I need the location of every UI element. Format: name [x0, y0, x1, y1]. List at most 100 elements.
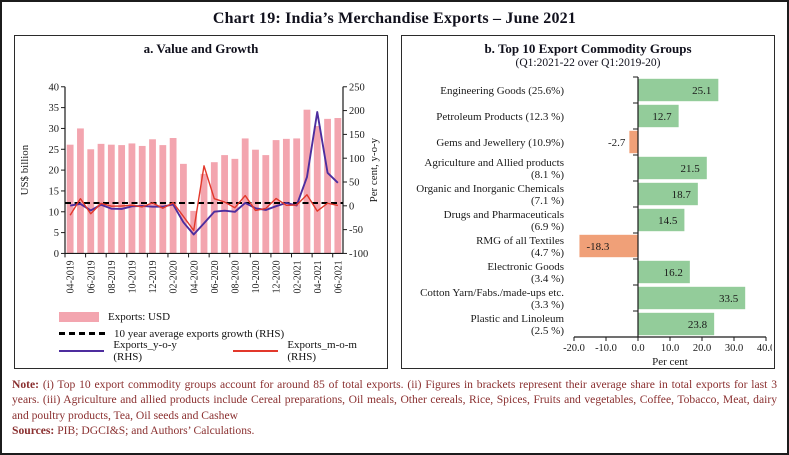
- x-tick-label: 12-2019: [148, 260, 159, 293]
- average-growth-swatch: [59, 332, 105, 335]
- right-tick-label: -50: [349, 225, 363, 236]
- export-bar-10-2020: [252, 149, 259, 254]
- right-tick-label: 100: [349, 154, 365, 165]
- commodity-value-5: 14.5: [658, 214, 678, 226]
- left-tick-label: 35: [49, 103, 59, 114]
- export-bar-07-2019: [97, 143, 105, 254]
- export-bar-10-2019: [128, 143, 136, 254]
- x-tick-label: 06-2021: [333, 260, 344, 293]
- panel-b-subtitle: (Q1:2021-22 over Q1:2019-20): [515, 57, 661, 69]
- exports-usd-label: Exports: USD: [108, 310, 171, 323]
- commodity-bar-9: [638, 312, 715, 335]
- export-bar-05-2019: [77, 128, 84, 254]
- panel-top10-commodities: b. Top 10 Export Commodity Groups (Q1:20…: [401, 35, 775, 369]
- export-bar-06-2020: [210, 162, 218, 254]
- commodity-bar-1: [638, 104, 679, 127]
- value-axis-tick-label: 0.0: [631, 343, 644, 354]
- sources-label: Sources:: [12, 424, 55, 438]
- x-tick-label: 06-2020: [210, 260, 221, 293]
- commodity-label-1: Petroleum Products (12.3 %): [436, 110, 564, 122]
- commodity-label-8: Cotton Yarn/Fabs./made-ups etc. (3.3 %): [420, 286, 564, 310]
- note-text: (i) Top 10 export commodity groups accou…: [12, 378, 777, 422]
- commodity-value-4: 18.7: [672, 188, 692, 200]
- commodity-label-4: Organic and Inorganic Chemicals (7.1 %): [416, 182, 564, 206]
- commodity-label-7: Electronic Goods (3.4 %): [487, 260, 564, 284]
- exports-usd-swatch: [59, 311, 99, 322]
- right-tick-label: 0: [349, 201, 354, 212]
- average-growth-label: 10 year average exports growth (RHS): [114, 327, 285, 340]
- x-tick-label: 06-2019: [86, 260, 97, 293]
- export-bar-06-2021: [334, 118, 342, 254]
- note-paragraph: Note: (i) Top 10 export commodity groups…: [12, 377, 777, 423]
- export-bar-11-2020: [262, 155, 270, 254]
- right-tick-label: 150: [349, 130, 365, 141]
- export-bar-04-2019: [66, 144, 74, 254]
- export-bar-03-2021: [303, 109, 311, 254]
- export-bar-02-2020: [169, 138, 177, 254]
- right-tick-label: 250: [349, 82, 365, 93]
- x-tick-label: 08-2020: [230, 260, 241, 293]
- commodity-label-6: RMG of all Textiles (4.7 %): [476, 234, 564, 258]
- commodity-bar-6: [579, 234, 638, 257]
- top10-commodities-chart: Engineering Goods (25.6%) 25.1 Petroleum P…: [416, 76, 772, 367]
- commodity-value-8: 33.5: [719, 292, 739, 304]
- panel-a-title: a. Value and Growth: [143, 41, 259, 56]
- commodity-value-9: 23.8: [688, 318, 708, 330]
- commodity-value-1: 12.7: [652, 110, 672, 122]
- exports-mom-swatch: [232, 349, 279, 352]
- export-bar-08-2019: [107, 144, 115, 254]
- export-bar-06-2019: [87, 149, 95, 254]
- x-tick-label: 02-2021: [292, 260, 303, 293]
- x-tick-label: 10-2020: [251, 260, 262, 293]
- chart-a-legend: Exports: USD 10 year average exports gro…: [59, 308, 387, 363]
- x-tick-label: 02-2020: [169, 260, 180, 293]
- commodity-bar-2: [629, 130, 638, 153]
- commodity-value-6: -18.3: [586, 240, 609, 252]
- exports-mom-line: [69, 165, 338, 232]
- right-tick-label: 200: [349, 106, 365, 117]
- commodity-bar-8: [638, 286, 746, 309]
- value-growth-chart: 0 5 10 15 20 25 30 35 40 -100 -50 0 50 100 150 200 250 04…: [19, 82, 380, 293]
- export-bar-07-2020: [221, 155, 228, 254]
- exports-yoy-swatch: [59, 349, 105, 352]
- panel-value-and-growth: a. Value and Growth 0 5 10 15 20 25 30 35 40 -100…: [14, 35, 388, 369]
- legend-row-average-growth: 10 year average exports growth (RHS): [59, 325, 387, 342]
- panel-b-title: b. Top 10 Export Commodity Groups: [484, 41, 692, 56]
- commodity-label-9: Plastic and Linoleum (2.5 %): [471, 312, 565, 336]
- left-tick-label: 30: [49, 124, 59, 135]
- right-tick-label: -100: [349, 249, 368, 260]
- left-axis-title: US$ billion: [19, 144, 31, 195]
- exports-mom-label: Exports_m-o-m (RHS): [287, 338, 357, 363]
- commodity-label-5: Drugs and Pharmaceuticals (6.9 %): [444, 208, 565, 232]
- x-tick-label: 04-2020: [189, 260, 200, 293]
- left-tick-label: 25: [49, 145, 59, 156]
- export-bar-05-2020: [200, 173, 208, 254]
- value-axis-title: Per cent: [652, 356, 688, 367]
- commodity-bar-4: [638, 182, 698, 205]
- legend-item-mom: Exports_m-o-m (RHS): [232, 338, 387, 363]
- panels-row: a. Value and Growth 0 5 10 15 20 25 30 35 40 -100…: [12, 35, 777, 369]
- export-bar-02-2021: [293, 138, 301, 254]
- value-axis-tick-label: -20.0: [563, 343, 585, 354]
- export-bar-09-2019: [118, 145, 126, 254]
- legend-row-exports-usd: Exports: USD: [59, 308, 387, 325]
- commodity-label-3: Agriculture and Allied products (8.1 %): [424, 156, 564, 180]
- export-bar-01-2020: [159, 145, 167, 254]
- commodity-value-2: -2.7: [608, 136, 626, 148]
- value-axis-tick-label: 20.0: [693, 343, 711, 354]
- value-axis-tick-label: -10.0: [595, 343, 617, 354]
- commodity-value-3: 21.5: [681, 162, 701, 174]
- left-tick-label: 40: [49, 82, 59, 93]
- x-tick-label: 12-2020: [272, 260, 283, 293]
- left-tick-label: 15: [49, 187, 59, 198]
- legend-item-yoy: Exports_y-o-y (RHS): [59, 339, 207, 363]
- figure-notes: Note: (i) Top 10 export commodity groups…: [12, 377, 777, 439]
- left-tick-label: 20: [49, 166, 59, 177]
- export-bar-05-2021: [324, 118, 331, 254]
- export-bar-08-2020: [231, 158, 239, 254]
- x-tick-label: 04-2021: [313, 260, 324, 293]
- commodity-bar-0: [638, 78, 719, 101]
- note-label: Note:: [12, 378, 40, 391]
- export-bar-04-2020: [190, 210, 198, 254]
